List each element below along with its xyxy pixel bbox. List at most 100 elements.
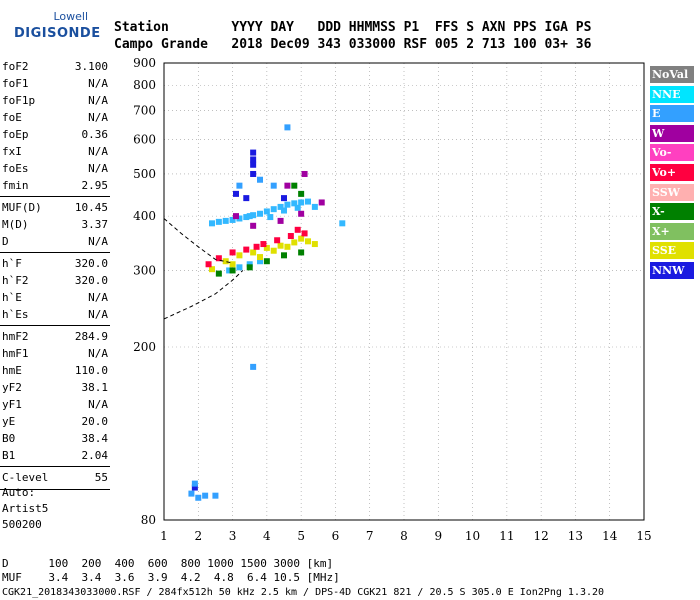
param-value: N/A [88,111,108,124]
legend-item-e: E [650,105,694,123]
legend-item-vo: Vo+ [650,164,694,181]
param-value: 2.95 [81,179,109,192]
param-name: fxI [2,145,22,158]
echo-point-x [229,267,236,274]
param-value: 3.100 [74,60,108,73]
legend-item-nne: NNE [650,85,694,103]
param-name: foEs [2,162,29,175]
legend-item-w: W [650,124,694,142]
param-name: hmE [2,364,22,377]
chart-grid [163,62,645,521]
param-name: foE [2,111,22,124]
param-name: h`E [2,291,22,304]
param-row: hmF2 284.9 [2,328,108,345]
param-value: 284.9 [74,330,108,343]
param-row: h`Es N/A [2,306,108,323]
echo-point-x [215,270,222,277]
header-labels: Station YYYY DAY DDD HHMMSS P1 FFS S AXN… [114,20,592,35]
y-tick-labels: 80 200 300 400 500 600 700 800 900 [133,56,156,527]
echo-point-sse [291,239,298,246]
echo-point-nnw [250,156,257,163]
param-value: 320.0 [74,257,108,270]
param-value: 2.04 [81,449,109,462]
param-value: N/A [88,398,108,411]
echo-point-sse [284,243,291,250]
param-value: N/A [88,235,108,248]
echo-point-nne [277,203,284,210]
param-name: hmF1 [2,347,29,360]
param-value: 55 [94,471,108,484]
auto-label: Auto: [2,486,36,499]
footer-distance-row: D 100 200 400 600 800 1000 1500 3000 [km… [2,557,334,570]
legend-item-x: X- [650,203,694,221]
echo-point-nne [257,258,263,265]
echo-point-w [284,182,291,189]
x-tick-label: 5 [297,529,305,543]
chart-scatter [188,124,346,501]
x-tick-label: 13 [568,529,583,543]
x-tick-label: 7 [366,529,374,543]
echo-point-nne [243,214,250,221]
param-row: fmin 2.95 [2,177,108,194]
param-name: foF2 [2,60,29,73]
param-name: B1 [2,449,16,462]
x-tick-label: 11 [499,529,514,543]
echo-point-e [270,182,277,189]
param-row: foF1p N/A [2,92,108,109]
echo-point-x [298,249,305,256]
param-value: N/A [88,162,108,175]
echo-point-sse [222,258,229,265]
param-row: hmE 110.0 [2,362,108,379]
echo-point-nnw [191,484,198,491]
echo-point-x [263,258,270,265]
plot-frame [163,62,645,521]
param-name: foF1p [2,94,36,107]
param-value: 320.0 [74,274,108,287]
echo-point-vo [253,243,260,250]
param-value: 110.0 [74,364,108,377]
legend-item-noval: NoVal [650,66,694,83]
echo-point-nne [298,199,305,206]
echo-point-nne [250,212,257,219]
echo-point-sse [270,247,277,254]
x-tick-labels: 1 2 3 4 5 6 7 8 9 10 11 12 13 14 15 [160,529,651,543]
param-row: h`E N/A [2,289,108,306]
echo-point-e [191,480,198,487]
echo-point-e [202,492,209,499]
echo-point-nne [263,208,270,215]
param-name: C-level [2,471,49,484]
echo-point-nne [305,198,311,205]
legend-item-nnw: NNW [650,262,694,279]
logo-line1: Lowell [53,10,88,23]
param-value: N/A [88,347,108,360]
param-value: N/A [88,94,108,107]
y-tick-label: 800 [133,78,156,92]
profile-curve-lower [163,270,244,320]
x-tick-label: 1 [160,529,168,543]
echo-point-x [246,264,253,271]
echo-point-nne [236,264,243,271]
echo-point-nnw [250,161,257,168]
echo-point-w [301,170,308,177]
echo-point-vo [243,246,250,253]
echo-point-sse [311,241,318,248]
echo-point-x [298,190,305,197]
echo-point-vo [205,261,212,268]
echo-point-nnw [250,170,257,177]
param-name: yF1 [2,398,22,411]
param-value: 0.36 [81,128,109,141]
param-name: D [2,235,9,248]
echo-point-sse [277,242,284,249]
echo-point-sse [257,254,263,261]
x-tick-label: 2 [194,529,202,543]
echo-point-sse [250,249,257,256]
param-row: yF1 N/A [2,396,108,413]
echo-point-nne [339,220,346,227]
param-row: fxI N/A [2,143,108,160]
echo-point-e [236,182,243,189]
x-tick-label: 12 [534,529,549,543]
echo-point-w [233,213,239,220]
param-row: M(D) 3.37 [2,216,108,233]
echo-point-nne [284,201,291,208]
param-value: N/A [88,308,108,321]
